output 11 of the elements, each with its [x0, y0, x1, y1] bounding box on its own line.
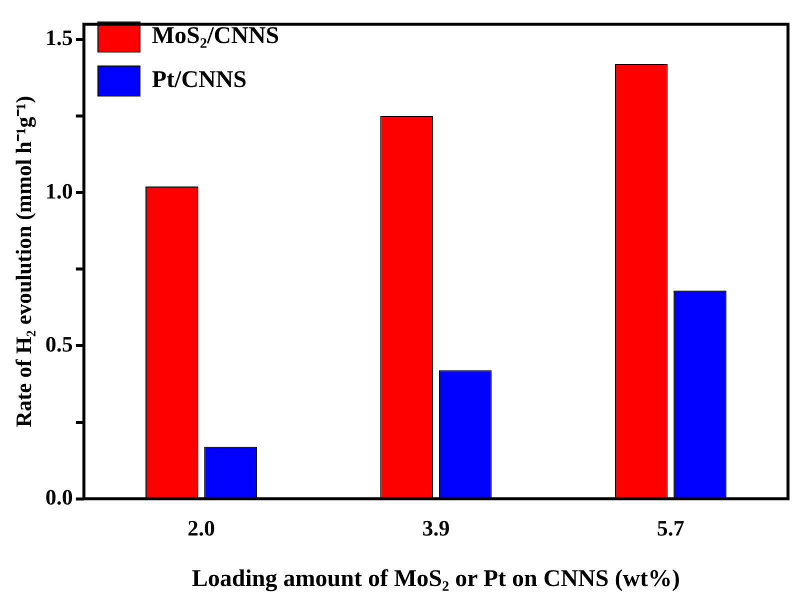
y-tick-label: 1.0	[45, 178, 73, 204]
x-tick-label: 3.9	[422, 516, 450, 541]
x-axis-title: Loading amount of MoS₂ or Pt on CNNS (wt%)	[192, 566, 680, 592]
x-tick-label: 5.7	[656, 516, 684, 541]
y-tick-label: 1.5	[45, 25, 73, 50]
x-tick-label: 2.0	[188, 516, 215, 541]
y-tick-label: 0.0	[45, 484, 73, 510]
legend-label: MoS₂/CNNS	[152, 23, 280, 50]
legend-label: Pt/CNNS	[152, 67, 247, 94]
y-axis-title: Rate of H₂ evoulution (mmol h⁻¹g⁻¹)	[10, 96, 36, 428]
y-tick-label: 0.5	[45, 331, 73, 356]
